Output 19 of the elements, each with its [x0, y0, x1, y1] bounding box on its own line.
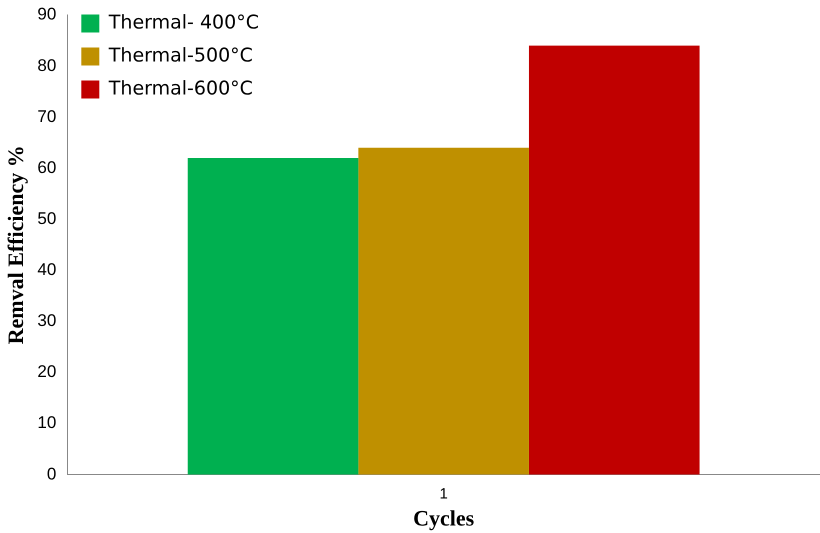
y-tick-label: 40: [37, 260, 56, 280]
bar: [188, 158, 358, 475]
legend-label: Thermal- 400°C: [108, 11, 259, 34]
bar: [358, 148, 529, 475]
y-tick-label: 0: [46, 464, 56, 484]
y-tick-label: 90: [37, 4, 56, 24]
x-axis-title: Cycles: [413, 505, 475, 530]
y-tick-label: 70: [37, 106, 56, 126]
legend-label: Thermal-600°C: [108, 77, 253, 100]
y-tick-label: 50: [37, 208, 56, 228]
y-tick-label: 30: [37, 311, 56, 330]
y-axis-title: Remval Efficiency %: [2, 145, 28, 344]
y-tick-label: 20: [37, 362, 56, 382]
y-tick-label: 10: [37, 413, 56, 432]
y-tick-label: 80: [37, 56, 56, 75]
y-tick-label: 60: [37, 158, 56, 177]
legend-label: Thermal-500°C: [108, 44, 253, 66]
x-tick-label: 1: [439, 486, 448, 503]
bar: [528, 46, 700, 475]
